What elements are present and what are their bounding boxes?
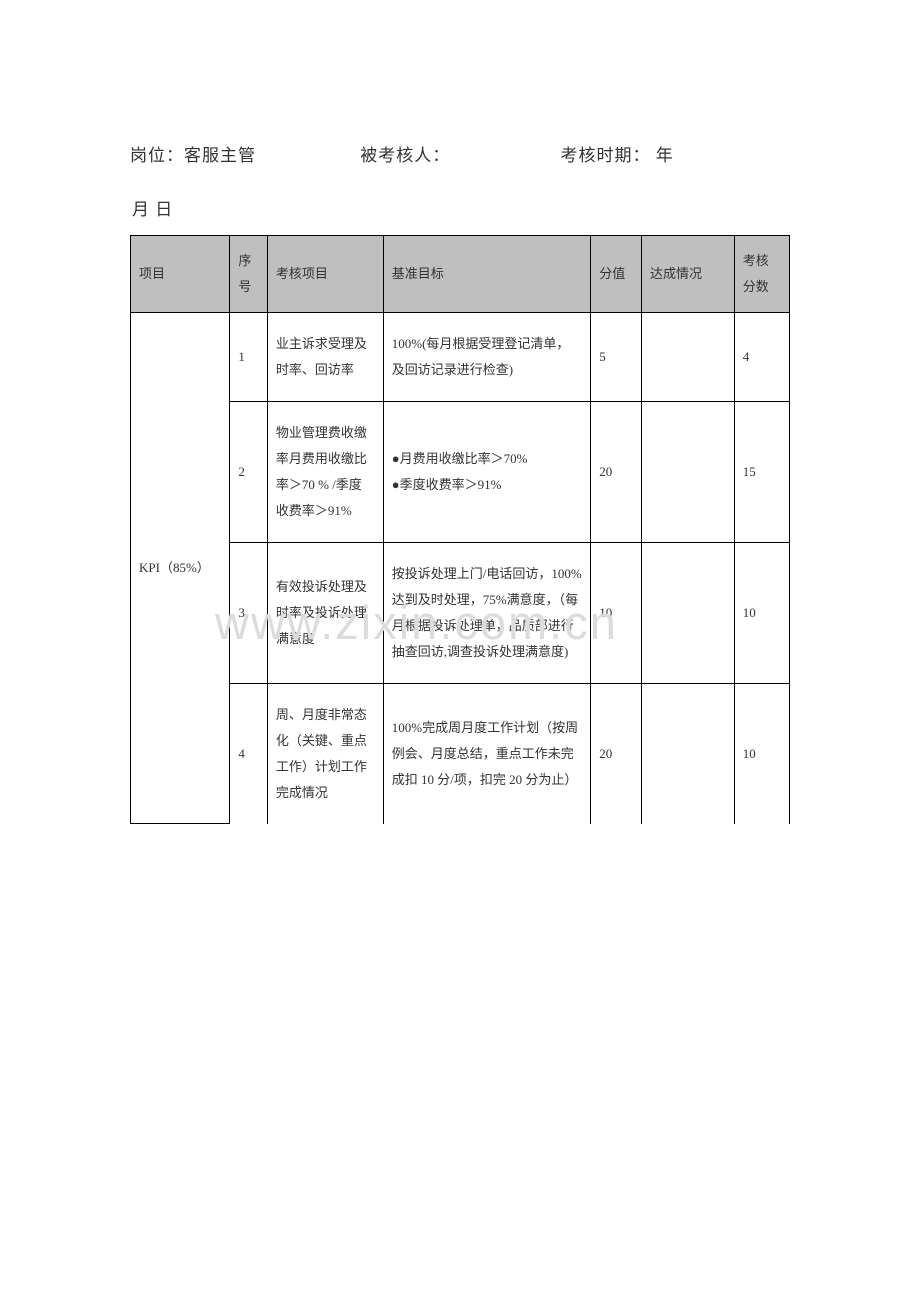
- col-seq: 序号: [230, 235, 268, 312]
- col-target: 基准目标: [383, 235, 591, 312]
- cell-score: 20: [591, 683, 642, 824]
- cell-item: 物业管理费收缴率月费用收缴比率＞70 % /季度收费率＞91%: [267, 401, 383, 542]
- header-line-2: 月 日: [130, 193, 790, 227]
- group-label: KPI（85%）: [131, 312, 230, 824]
- header-line-1: 岗位：客服主管 被考核人： 考核时期： 年: [130, 135, 790, 178]
- table-row: KPI（85%） 1 业主诉求受理及时率、回访率 100%(每月根据受理登记清单…: [131, 312, 790, 401]
- cell-item: 周、月度非常态化（关键、重点工作）计划工作完成情况: [267, 683, 383, 824]
- table-row: 4 周、月度非常态化（关键、重点工作）计划工作完成情况 100%完成周月度工作计…: [131, 683, 790, 824]
- table-header-row: 项目 序号 考核项目 基准目标 分值 达成情况 考核分数: [131, 235, 790, 312]
- cell-result: 15: [734, 401, 789, 542]
- cell-score: 20: [591, 401, 642, 542]
- cell-attain: [642, 312, 735, 401]
- col-score: 分值: [591, 235, 642, 312]
- cell-attain: [642, 542, 735, 683]
- period-label: 考核时期： 年: [561, 135, 674, 178]
- assessed-label: 被考核人：: [360, 135, 555, 178]
- col-item: 考核项目: [267, 235, 383, 312]
- cell-result: 10: [734, 542, 789, 683]
- cell-score: 10: [591, 542, 642, 683]
- cell-result: 10: [734, 683, 789, 824]
- cell-attain: [642, 683, 735, 824]
- position-label: 岗位：客服主管: [130, 135, 355, 178]
- col-result: 考核分数: [734, 235, 789, 312]
- cell-item: 业主诉求受理及时率、回访率: [267, 312, 383, 401]
- cell-target: 100%完成周月度工作计划（按周例会、月度总结，重点工作未完成扣 10 分/项，…: [383, 683, 591, 824]
- cell-item: 有效投诉处理及时率及投诉处理满意度: [267, 542, 383, 683]
- cell-seq: 3: [230, 542, 268, 683]
- col-attain: 达成情况: [642, 235, 735, 312]
- cell-seq: 2: [230, 401, 268, 542]
- cell-target: 按投诉处理上门/电话回访，100%达到及时处理，75%满意度，（每月根据投诉处理…: [383, 542, 591, 683]
- cell-seq: 4: [230, 683, 268, 824]
- cell-target: 100%(每月根据受理登记清单，及回访记录进行检查): [383, 312, 591, 401]
- cell-attain: [642, 401, 735, 542]
- table-row: 3 有效投诉处理及时率及投诉处理满意度 按投诉处理上门/电话回访，100%达到及…: [131, 542, 790, 683]
- cell-seq: 1: [230, 312, 268, 401]
- cell-score: 5: [591, 312, 642, 401]
- cell-result: 4: [734, 312, 789, 401]
- assessment-table: 项目 序号 考核项目 基准目标 分值 达成情况 考核分数 KPI（85%） 1 …: [130, 235, 790, 825]
- cell-target: ●月费用收缴比率＞70% ●季度收费率＞91%: [383, 401, 591, 542]
- table-row: 2 物业管理费收缴率月费用收缴比率＞70 % /季度收费率＞91% ●月费用收缴…: [131, 401, 790, 542]
- col-project: 项目: [131, 235, 230, 312]
